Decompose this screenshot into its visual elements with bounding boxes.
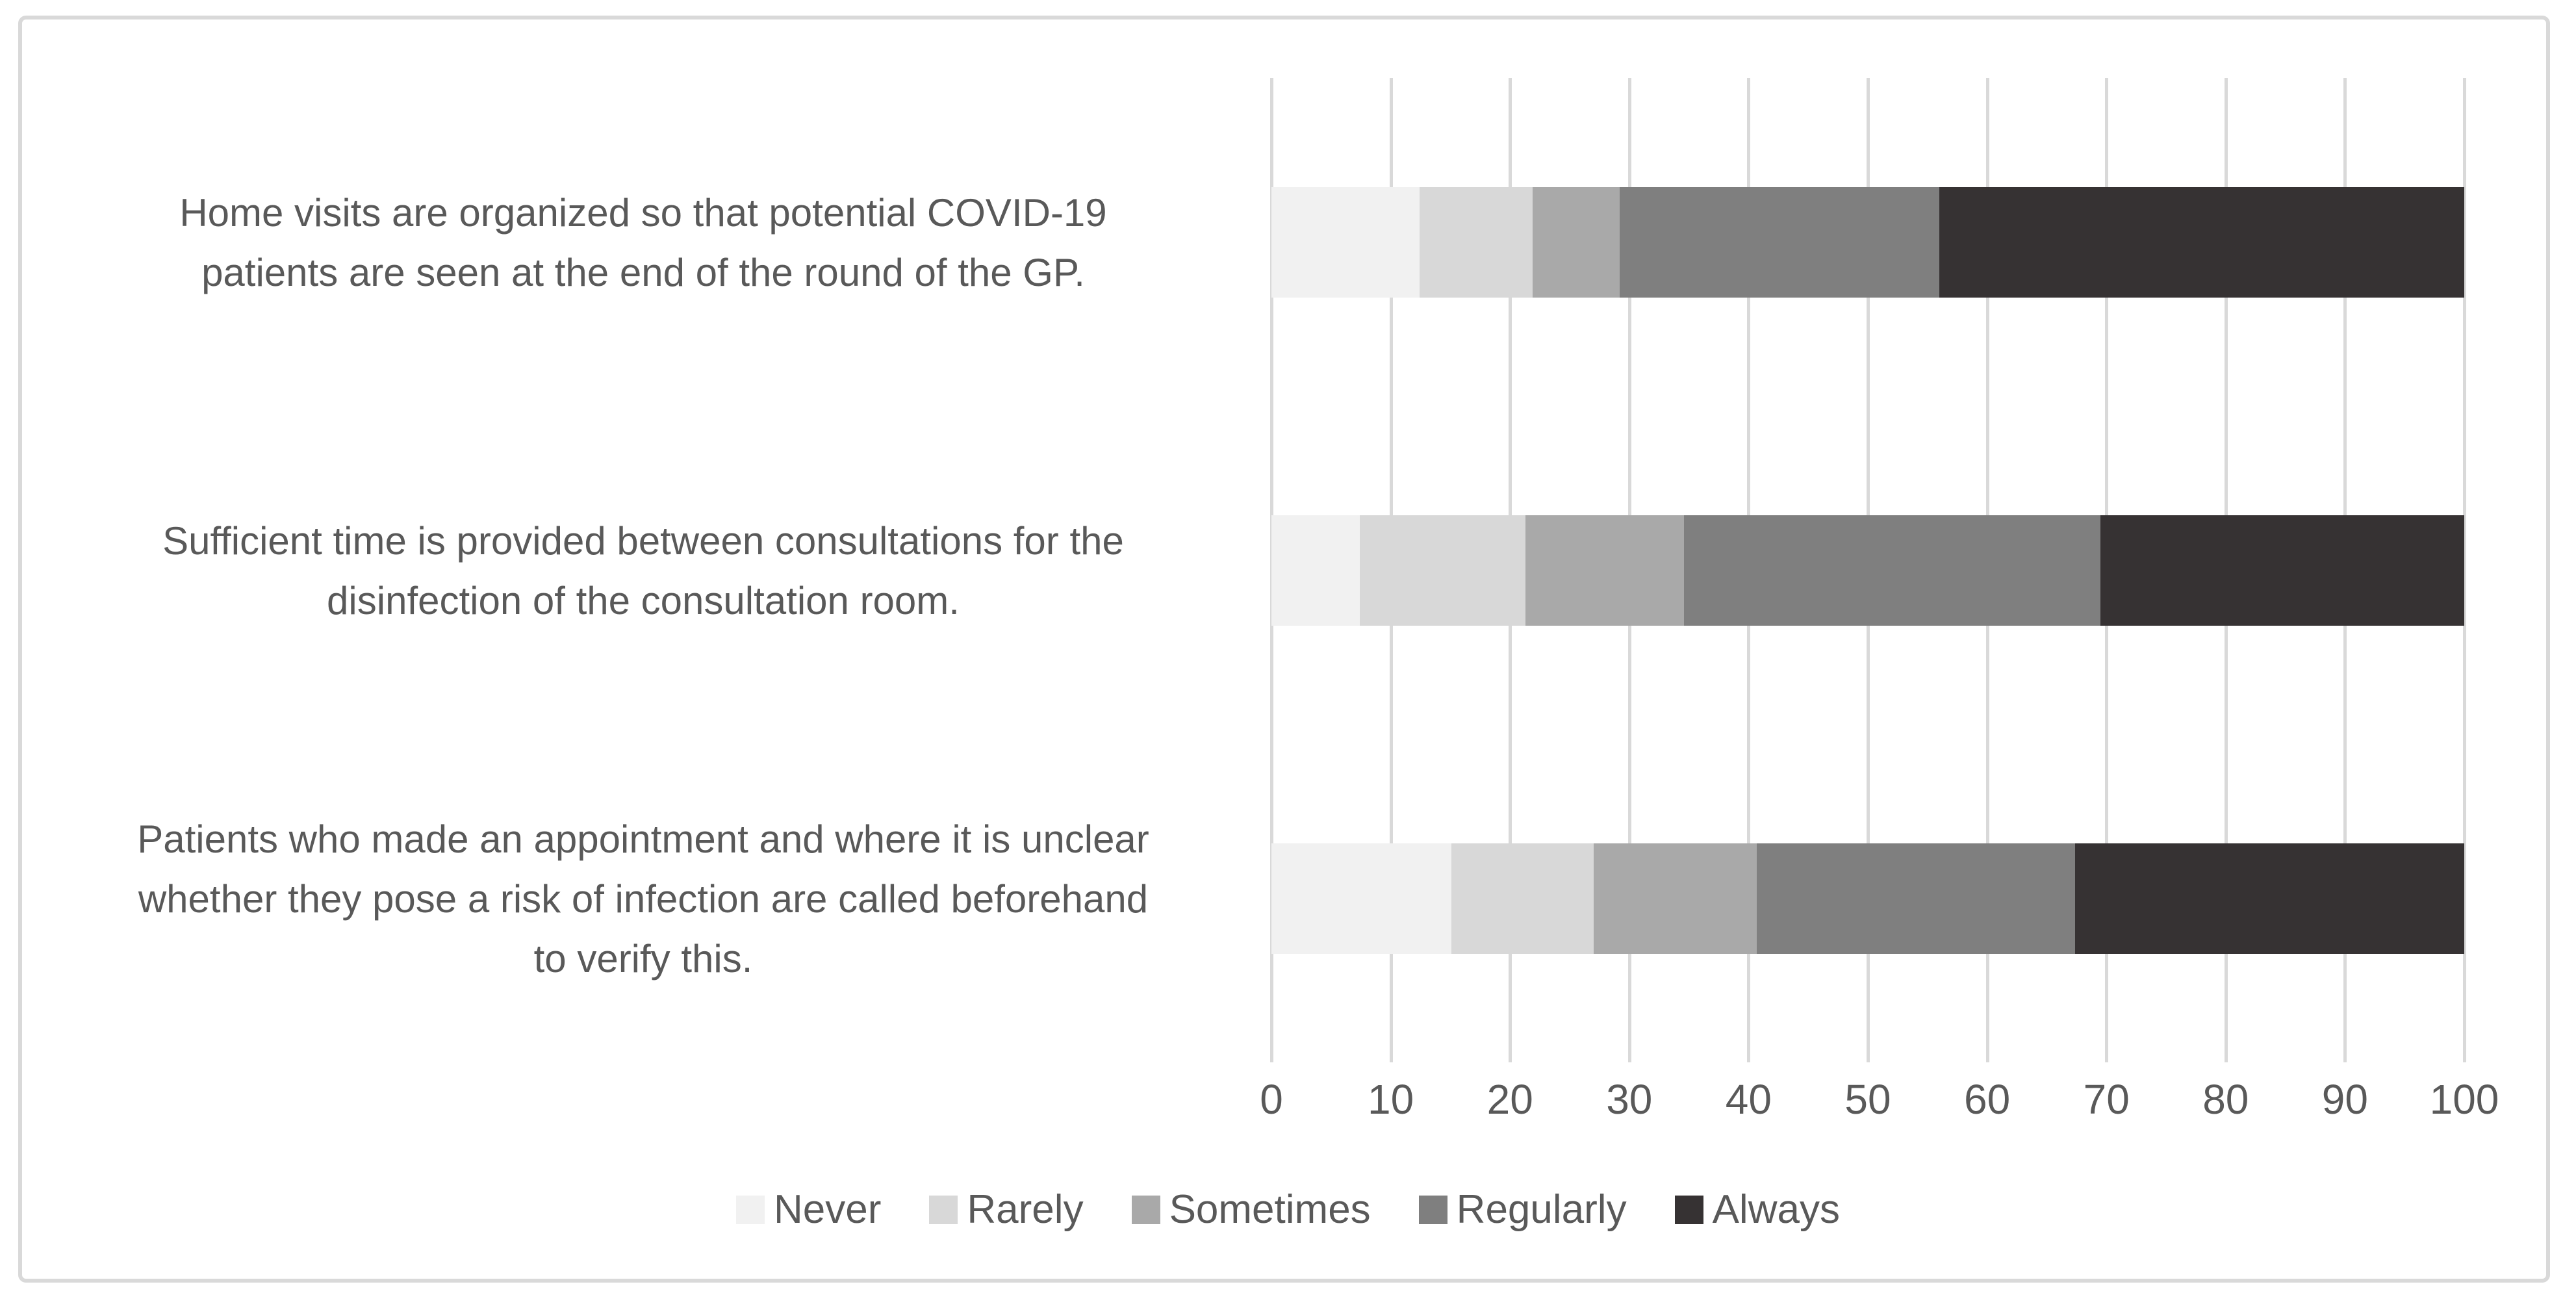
legend-item-always: Always — [1674, 1184, 1840, 1236]
x-tick-label-100: 100 — [2429, 1076, 2499, 1123]
legend-label-rarely: Rarely — [967, 1187, 1084, 1232]
x-tick-label-20: 20 — [1486, 1076, 1533, 1123]
x-tick-label-30: 30 — [1606, 1076, 1653, 1123]
legend-item-never: Never — [736, 1184, 881, 1236]
bar-row-1 — [1271, 515, 2464, 626]
bar-segment-rarely — [1419, 186, 1533, 298]
legend-item-regularly: Regularly — [1418, 1184, 1627, 1236]
legend-swatch-rarely — [929, 1196, 958, 1224]
legend-item-rarely: Rarely — [929, 1184, 1084, 1236]
plot-area — [1270, 78, 2466, 1062]
bar-segment-regularly — [1757, 843, 2076, 954]
legend-swatch-always — [1674, 1196, 1703, 1224]
legend-label-always: Always — [1712, 1187, 1840, 1232]
x-axis: 0 10 20 30 40 50 60 70 80 90 100 — [1260, 1073, 2499, 1125]
bar-segment-always — [1939, 186, 2464, 298]
bar-segment-regularly — [1620, 186, 1940, 298]
x-tick-label-60: 60 — [1964, 1076, 2011, 1123]
x-tick-label-0: 0 — [1260, 1076, 1283, 1123]
bar-segment-rarely — [1359, 515, 1526, 626]
category-label-patients-appointment: Patients who made an appointment and whe… — [137, 817, 1149, 980]
bar-segment-never — [1271, 843, 1452, 954]
x-tick-label-50: 50 — [1844, 1076, 1891, 1123]
bar-segment-sometimes — [1525, 515, 1685, 626]
x-tick-label-70: 70 — [2083, 1076, 2130, 1123]
legend-swatch-sometimes — [1131, 1196, 1160, 1224]
legend-item-sometimes: Sometimes — [1131, 1184, 1371, 1236]
legend-swatch-regularly — [1418, 1196, 1447, 1224]
gridline-100 — [2463, 78, 2466, 1062]
legend-label-never: Never — [774, 1187, 882, 1232]
x-tick-label-40: 40 — [1725, 1076, 1772, 1123]
x-tick-label-90: 90 — [2321, 1076, 2368, 1123]
bar-segment-rarely — [1451, 843, 1594, 954]
bar-segment-regularly — [1684, 515, 2100, 626]
bar-segment-sometimes — [1533, 186, 1620, 298]
legend-label-regularly: Regularly — [1456, 1187, 1627, 1232]
bar-segment-always — [2075, 843, 2464, 954]
bar-row-2 — [1271, 843, 2464, 954]
bar-segment-never — [1271, 515, 1360, 626]
bar-segment-sometimes — [1593, 843, 1757, 954]
legend-swatch-never — [736, 1196, 765, 1224]
legend: Never Rarely Sometimes Regularly Always — [0, 1184, 2576, 1236]
x-tick-label-10: 10 — [1368, 1076, 1414, 1123]
bar-segment-always — [2100, 515, 2464, 626]
legend-label-sometimes: Sometimes — [1169, 1187, 1371, 1232]
category-label-sufficient-time: Sufficient time is provided between cons… — [162, 519, 1124, 622]
bar-segment-never — [1271, 186, 1420, 298]
bar-row-0 — [1271, 186, 2464, 298]
category-label-home-visits: Home visits are organized so that potent… — [179, 191, 1107, 294]
x-tick-label-80: 80 — [2202, 1076, 2249, 1123]
